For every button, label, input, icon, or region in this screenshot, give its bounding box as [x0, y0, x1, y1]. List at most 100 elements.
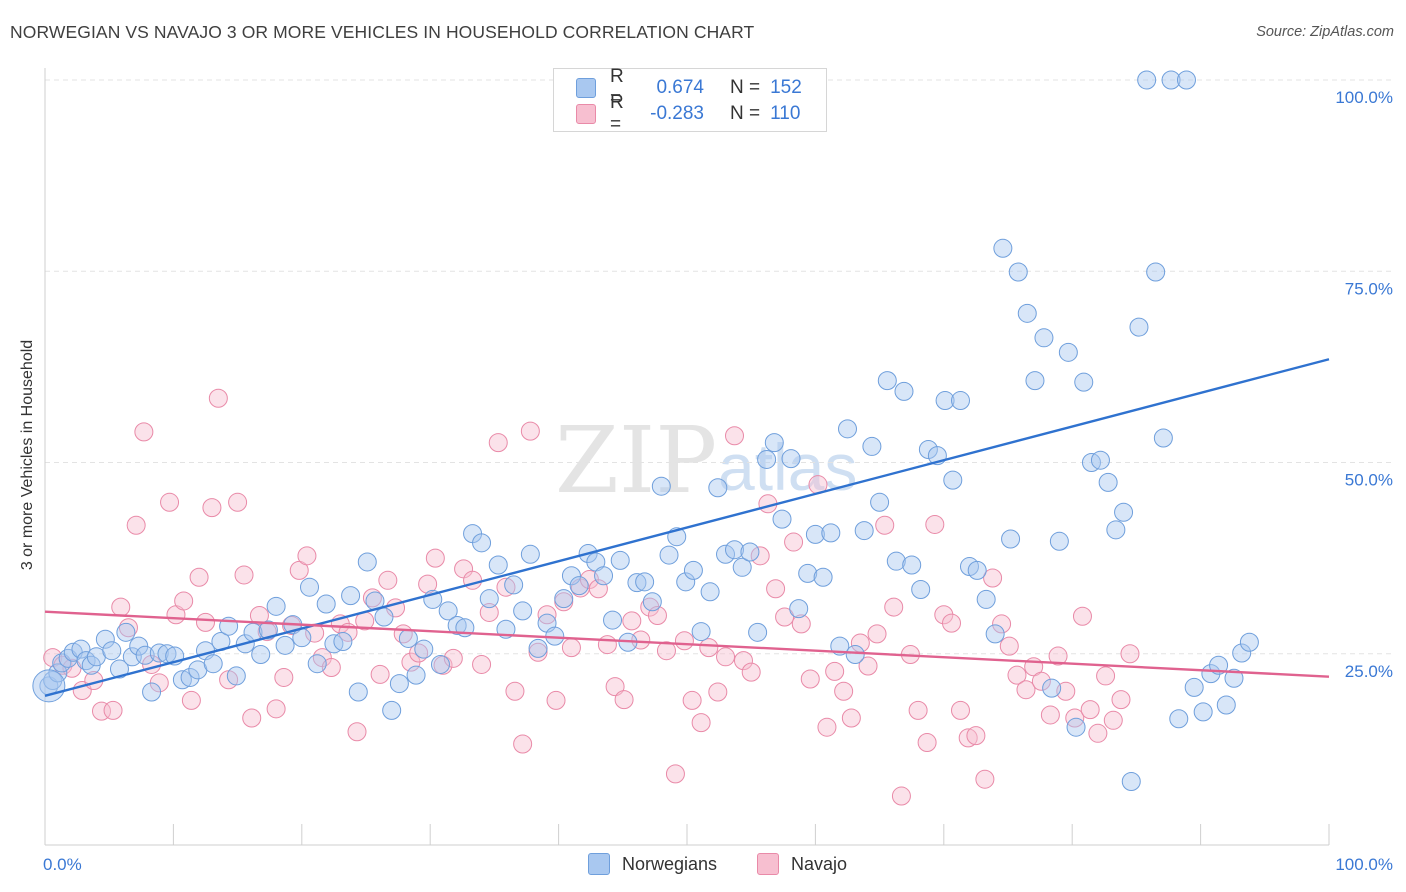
norwegian-point: [520, 544, 540, 564]
norwegian-point: [1066, 717, 1086, 737]
series-legend: Norwegians Navajo: [0, 853, 1406, 877]
norwegian-point: [316, 594, 336, 614]
norwegian-point: [732, 557, 752, 577]
navajo-point: [488, 433, 508, 453]
norwegian-point: [748, 622, 768, 642]
navajo-point: [362, 588, 382, 608]
legend-row-navajo: R = -0.283 N = 110: [576, 92, 800, 135]
norwegian-point: [95, 629, 115, 649]
norwegians-swatch: [576, 78, 596, 98]
norwegian-point: [374, 607, 394, 627]
norwegian-point: [1232, 643, 1252, 663]
navajo-legend-label: Navajo: [791, 853, 848, 874]
norwegian-point: [32, 669, 66, 703]
navajo-point: [479, 602, 499, 622]
correlation-legend: R = 0.674 N = 152 R = -0.283 N = 110: [553, 66, 827, 135]
navajo-point: [825, 661, 845, 681]
n-value-norwegians: 152: [770, 77, 802, 98]
norwegian-point: [109, 659, 129, 679]
navajo-point: [103, 700, 123, 720]
norwegian-point: [789, 599, 809, 619]
navajo-legend-swatch: [757, 853, 779, 875]
norwegian-point: [781, 449, 801, 469]
norwegian-point: [976, 589, 996, 609]
norwegian-point: [950, 391, 970, 411]
norwegian-point: [1049, 531, 1069, 551]
y-tick-label: 25.0%: [1345, 662, 1393, 681]
norwegian-point: [258, 620, 278, 640]
navajo-point: [561, 638, 581, 658]
norwegian-point: [1121, 772, 1141, 792]
navajo-point: [766, 579, 786, 599]
navajo-point: [950, 700, 970, 720]
navajo-point: [784, 532, 804, 552]
navajo-point: [1056, 681, 1076, 701]
norwegian-point: [472, 533, 492, 553]
navajo-point: [725, 426, 745, 446]
norwegian-point: [1239, 632, 1259, 652]
navajo-point: [597, 635, 617, 655]
x-tick-label: 100.0%: [1335, 855, 1393, 874]
norwegian-point: [307, 654, 327, 674]
norwegian-point: [993, 238, 1013, 258]
norwegian-point: [1017, 303, 1037, 323]
navajo-point: [520, 421, 540, 441]
navajo-point: [505, 681, 525, 701]
navajo-point: [708, 682, 728, 702]
norwegian-point: [1034, 328, 1054, 348]
navajo-point: [274, 667, 294, 687]
norwegian-point: [627, 573, 647, 593]
legend-item-norwegians[interactable]: Norwegians: [588, 853, 717, 875]
norwegian-point: [1074, 372, 1094, 392]
norwegian-point: [569, 576, 589, 596]
norwegian-point: [1137, 70, 1157, 90]
navajo-point: [228, 492, 248, 512]
navajo-point: [546, 690, 566, 710]
legend-item-navajo[interactable]: Navajo: [757, 853, 847, 875]
norwegian-point: [142, 682, 162, 702]
norwegian-point: [691, 622, 711, 642]
norwegian-point: [203, 654, 223, 674]
norwegian-point: [382, 700, 402, 720]
norwegian-point: [967, 560, 987, 580]
norwegian-point: [129, 636, 149, 656]
navajo-point: [992, 614, 1012, 634]
navajo-point: [1040, 705, 1060, 725]
navajo-point: [791, 614, 811, 634]
navajo-point: [716, 647, 736, 667]
navajo-point: [1103, 710, 1123, 730]
navajo-point: [43, 648, 63, 668]
navajo-point: [867, 624, 887, 644]
navajo-point: [1048, 646, 1068, 666]
norwegian-point: [479, 589, 499, 609]
navajo-point: [134, 422, 154, 442]
norwegian-point: [603, 610, 623, 630]
norwegian-point: [488, 555, 508, 575]
norwegian-point: [1224, 668, 1244, 688]
navajo-point: [181, 690, 201, 710]
norwegian-point: [102, 641, 122, 661]
norwegian-point: [854, 521, 874, 541]
navajo-point: [622, 611, 642, 631]
navajo-point: [614, 690, 634, 710]
r-label: R =: [610, 92, 624, 135]
r-value-navajo: -0.283: [650, 103, 704, 124]
navajo-point: [242, 708, 262, 728]
navajo-point: [841, 708, 861, 728]
navajo-point: [234, 565, 254, 585]
norwegian-point: [561, 566, 581, 586]
norwegian-point: [341, 586, 361, 606]
norwegian-point: [1129, 317, 1149, 337]
norwegian-point: [594, 566, 614, 586]
norwegian-point: [862, 436, 882, 456]
navajo-point: [1096, 666, 1116, 686]
norwegian-point: [610, 550, 630, 570]
navajo-point: [942, 613, 962, 633]
n-label: N =: [730, 103, 761, 124]
norwegian-point: [772, 509, 792, 529]
norwegian-point: [414, 639, 434, 659]
norwegian-point: [1025, 371, 1045, 391]
navajo-point: [699, 638, 719, 658]
norwegian-point: [180, 667, 200, 687]
